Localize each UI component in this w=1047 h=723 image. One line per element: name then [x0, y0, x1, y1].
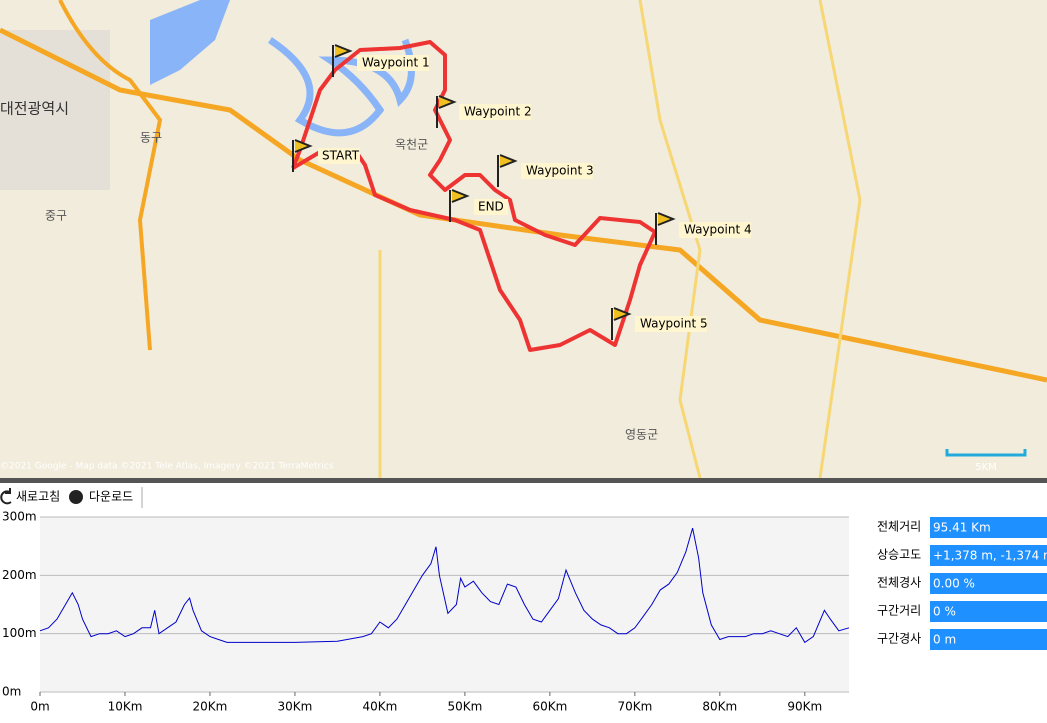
- x-tick-label: 20Km: [193, 700, 228, 714]
- map[interactable]: 대전광역시 동구 중구 옥천군 영동군 START Waypoint 1 Way…: [0, 0, 1047, 479]
- x-tick-label: 90Km: [787, 700, 822, 714]
- elevation-line: [39, 527, 850, 644]
- stat-box: [930, 517, 1047, 538]
- separator: [0, 478, 1047, 483]
- y-tick-label: 300m: [2, 510, 37, 524]
- x-tick-label: 50Km: [447, 700, 482, 714]
- river: [268, 37, 415, 137]
- waypoint[interactable]: Waypoint 2: [436, 95, 532, 128]
- waypoint-label: Waypoint 1: [362, 56, 430, 70]
- place-label: 동구: [140, 131, 162, 145]
- place-label: 영동군: [625, 428, 658, 442]
- waypoint-label: START: [322, 149, 360, 163]
- x-tick-label: 10Km: [108, 700, 143, 714]
- y-tick-label: 200m: [2, 568, 37, 582]
- x-tick-label: 40Km: [363, 700, 398, 714]
- place-label: 옥천군: [395, 137, 428, 152]
- waypoint[interactable]: Waypoint 1: [332, 44, 430, 77]
- flag: [449, 189, 470, 222]
- scale-bar: [945, 449, 1027, 457]
- road: [378, 0, 862, 479]
- x-tick-label: 60Km: [532, 700, 567, 714]
- waypoint-label: Waypoint 3: [526, 164, 594, 178]
- stat-value: 0 m: [933, 633, 956, 647]
- elevation-chart: 0m 100m 200m 300m 0m 10Km 20Km 30Km 40Km 50Km 60Km…: [2, 510, 850, 714]
- flag: [497, 154, 518, 187]
- label-box: [635, 316, 707, 332]
- label-box: [679, 222, 751, 238]
- waypoint-label: Waypoint 5: [640, 317, 708, 331]
- stat-box: [930, 629, 1047, 650]
- waypoint[interactable]: END: [449, 189, 508, 222]
- lake: [150, 0, 230, 85]
- stat-value: 0.00 %: [933, 577, 975, 591]
- stats-panel: 전체거리 95.41 Km 상승고도 +1,378 m, -1,374 m 전체경사 0.…: [877, 517, 1047, 650]
- stat-value: 95.41 Km: [933, 521, 991, 535]
- x-tick-label: 0m: [30, 700, 49, 714]
- x-tick-label: 70Km: [617, 700, 652, 714]
- y-tick-label: 0m: [2, 685, 21, 699]
- stat-box: [930, 573, 1047, 594]
- stat-box: [930, 545, 1047, 566]
- highway: [58, 0, 163, 351]
- download-button[interactable]: 다운로드: [69, 490, 133, 505]
- flag: [436, 95, 457, 128]
- map-background: [0, 0, 1047, 478]
- label-box: [357, 55, 429, 71]
- label-box: [318, 148, 360, 164]
- flag: [292, 139, 313, 172]
- waypoint[interactable]: START: [292, 139, 360, 172]
- label-box: [459, 104, 531, 120]
- waypoint[interactable]: Waypoint 3: [497, 154, 594, 187]
- x-tick-label: 30Km: [278, 700, 313, 714]
- stat-label: 전체경사: [877, 576, 921, 590]
- copyright: ©2021 Google - Map data ©2021 Tele Atlas…: [0, 462, 334, 472]
- place-label: 대전광역시: [0, 100, 69, 118]
- label-box: [474, 199, 508, 215]
- flag: [655, 212, 676, 245]
- flag: [332, 44, 353, 77]
- scale-label: 5KM: [975, 462, 997, 473]
- globe-icon: [69, 490, 83, 504]
- plot-area: [40, 517, 849, 692]
- stat-label: 구간거리: [877, 604, 921, 618]
- x-tick-label: 80Km: [702, 700, 737, 714]
- road: [638, 0, 702, 479]
- waypoint-label: END: [478, 200, 504, 214]
- toolbar: 새로고침 다운로드: [0, 487, 143, 508]
- stat-label: 전체거리: [877, 520, 921, 534]
- waypoint[interactable]: Waypoint 4: [655, 212, 752, 245]
- route: [291, 40, 657, 352]
- refresh-icon: [0, 488, 12, 505]
- flag: [611, 307, 632, 340]
- stat-label: 구간경사: [877, 632, 921, 646]
- stat-value: +1,378 m, -1,374 m: [933, 549, 1047, 563]
- y-tick-label: 100m: [2, 626, 37, 640]
- stat-box: [930, 601, 1047, 622]
- refresh-button[interactable]: 새로고침: [0, 488, 60, 505]
- waypoint-label: Waypoint 2: [464, 105, 532, 119]
- label-box: [521, 163, 593, 179]
- waypoint-label: Waypoint 4: [684, 223, 752, 237]
- stat-value: 0 %: [933, 605, 956, 619]
- place-label: 중구: [45, 209, 67, 223]
- download-label: 다운로드: [89, 490, 133, 504]
- waypoint[interactable]: Waypoint 5: [611, 307, 708, 340]
- refresh-label: 새로고침: [16, 490, 60, 504]
- stat-label: 상승고도: [877, 548, 921, 562]
- highway: [0, 27, 1047, 383]
